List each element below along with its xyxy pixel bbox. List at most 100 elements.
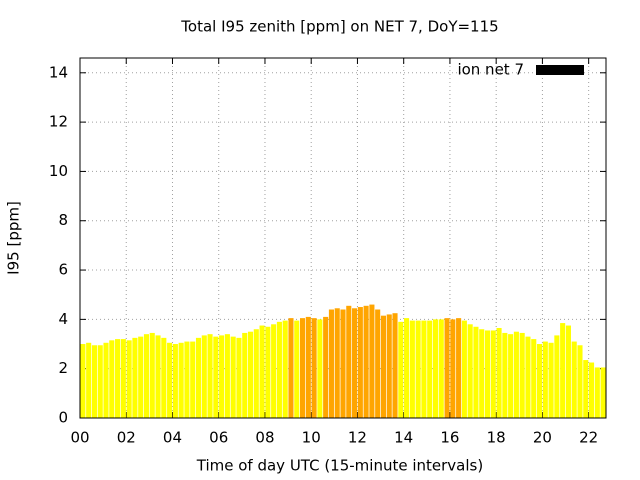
bar [213, 336, 219, 418]
x-tick-label: 22 [579, 429, 598, 447]
bar [375, 309, 381, 418]
bar [247, 331, 254, 418]
x-tick-label: 00 [70, 429, 89, 447]
bar [531, 339, 537, 418]
bar [525, 336, 531, 418]
x-tick-label: 04 [163, 429, 182, 447]
bar [421, 320, 427, 418]
bar [91, 345, 97, 418]
bar [450, 319, 456, 418]
bar [115, 339, 121, 418]
bar [207, 334, 213, 418]
legend-label: ion net 7 [457, 61, 524, 79]
bar [346, 305, 352, 418]
x-tick-label: 18 [487, 429, 506, 447]
bar [219, 335, 225, 418]
bar [415, 320, 421, 418]
bar [184, 341, 190, 418]
bar [155, 335, 161, 418]
bar [109, 340, 115, 418]
bar [392, 313, 398, 418]
bar [357, 307, 363, 418]
bar [161, 337, 167, 418]
bar [583, 360, 589, 418]
bar [369, 304, 375, 418]
y-tick-label: 2 [58, 359, 68, 377]
bar [172, 344, 178, 418]
y-tick-label: 6 [58, 261, 68, 279]
bar [380, 315, 387, 418]
bar [311, 318, 317, 418]
bar [363, 305, 369, 418]
bar [594, 367, 600, 418]
bar [409, 320, 415, 418]
bar [103, 342, 109, 418]
bar [386, 314, 392, 418]
bar [427, 320, 433, 418]
x-tick-label: 02 [117, 429, 136, 447]
bar [560, 323, 566, 418]
bar [195, 337, 202, 418]
y-tick-label: 12 [49, 113, 68, 131]
bar [288, 318, 294, 418]
bar [294, 320, 300, 418]
bar [276, 321, 282, 418]
bar [201, 335, 207, 418]
y-tick-label: 4 [58, 310, 68, 328]
bar [97, 345, 103, 418]
bar [178, 342, 184, 418]
bar [398, 321, 404, 418]
x-tick-label: 14 [394, 429, 413, 447]
bar [404, 318, 410, 418]
bar [589, 362, 595, 418]
bar [352, 308, 358, 418]
x-tick-label: 20 [533, 429, 552, 447]
bar [438, 319, 444, 418]
bar [317, 319, 323, 418]
x-tick-label: 10 [302, 429, 321, 447]
bar [571, 341, 577, 418]
bar [253, 329, 259, 418]
bar [565, 325, 571, 418]
bar [432, 319, 439, 418]
bar [542, 341, 548, 418]
y-axis-label: I95 [ppm] [5, 201, 23, 275]
bar [444, 318, 450, 418]
bar [519, 332, 525, 418]
bar [467, 324, 473, 418]
bar [265, 326, 271, 418]
bar [554, 335, 560, 418]
bar [548, 342, 554, 418]
bar [282, 320, 288, 418]
bar [484, 330, 491, 418]
bar [456, 318, 462, 418]
bar [120, 339, 126, 418]
x-tick-label: 12 [348, 429, 367, 447]
bar [502, 332, 508, 418]
bar [577, 345, 583, 418]
bar [536, 344, 543, 418]
bar [138, 336, 144, 418]
bar [149, 332, 155, 418]
y-tick-label: 14 [49, 63, 68, 81]
bar [80, 344, 86, 418]
x-axis-label: Time of day UTC (15-minute intervals) [196, 457, 483, 475]
y-tick-label: 10 [49, 162, 68, 180]
bar [461, 320, 467, 418]
bar [473, 326, 479, 418]
chart-title: Total I95 zenith [ppm] on NET 7, DoY=115 [180, 18, 498, 36]
bar [340, 309, 346, 418]
bar [305, 316, 311, 418]
bar [271, 324, 277, 418]
bar [600, 367, 606, 418]
bar [190, 341, 196, 418]
bar [328, 309, 334, 418]
x-tick-label: 16 [440, 429, 459, 447]
legend-swatch [536, 65, 584, 75]
x-tick-label: 06 [209, 429, 228, 447]
bar [508, 334, 514, 418]
bar [479, 329, 485, 418]
bar [86, 342, 92, 418]
bar [230, 336, 236, 418]
